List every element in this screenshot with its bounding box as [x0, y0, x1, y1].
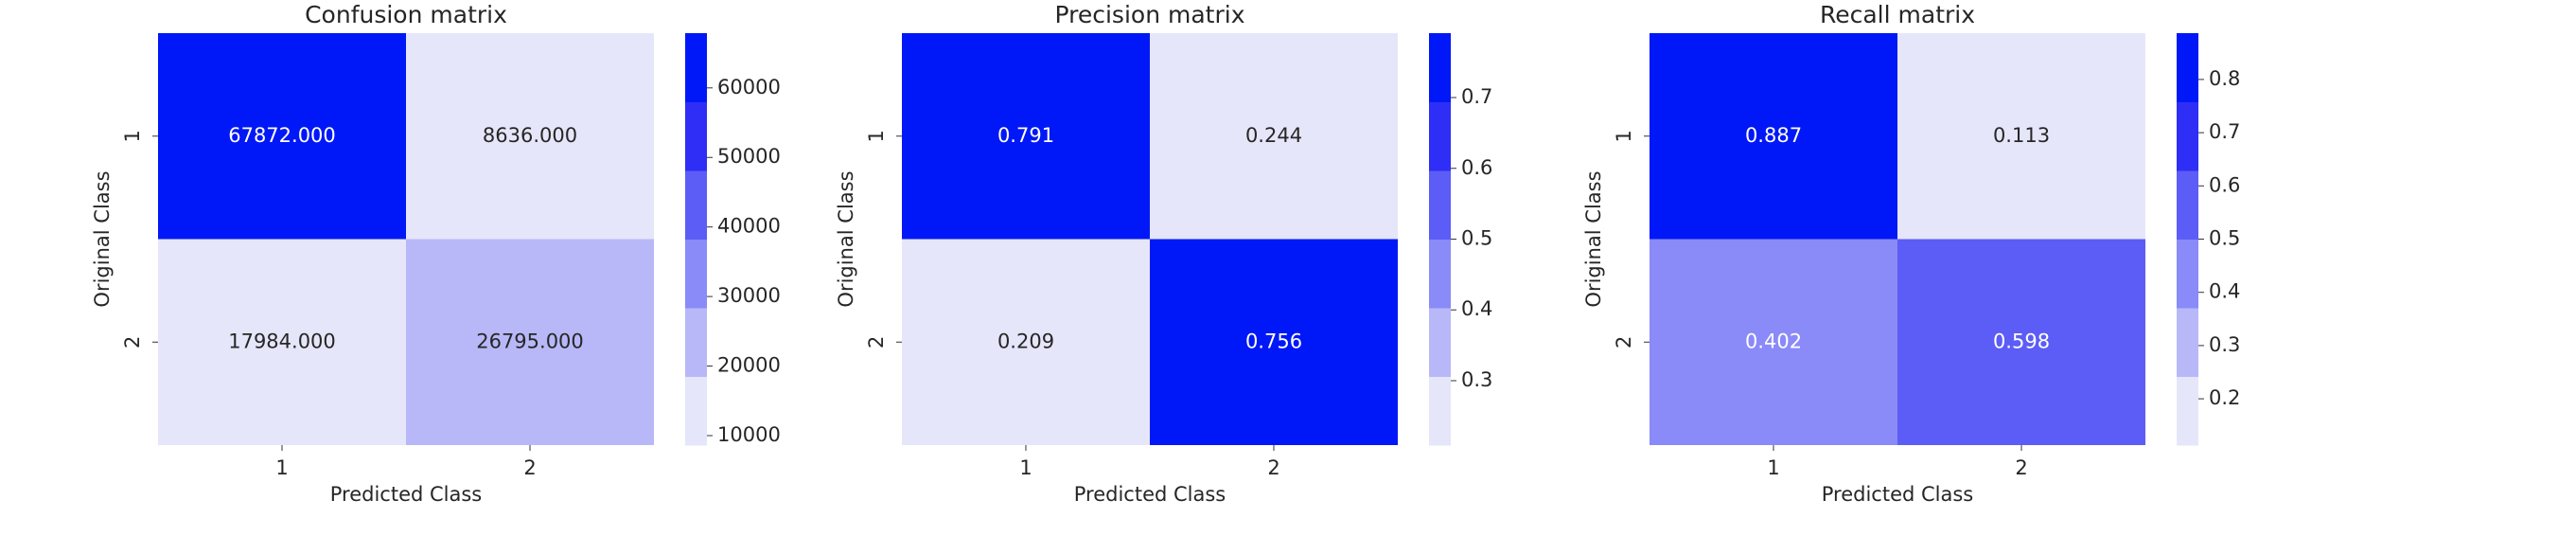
colorbar-tick-label: 20000 — [717, 354, 781, 377]
colorbar-tick-label: 0.7 — [2209, 120, 2240, 143]
colorbar-tick-label: 30000 — [717, 284, 781, 307]
colorbar-segment — [2177, 101, 2198, 171]
x-tick-label: 1 — [1767, 456, 1779, 479]
colorbar-segment — [2177, 170, 2198, 240]
chart-title: Recall matrix — [1820, 1, 1975, 28]
y-axis-label: Original Class — [1582, 170, 1605, 307]
heatmap-cell — [902, 239, 1150, 445]
cell-label: 17984.000 — [228, 330, 336, 352]
colorbar-tick-label: 0.3 — [2209, 333, 2240, 356]
heatmap-cell — [1650, 33, 1897, 240]
colorbar-tick-label: 60000 — [717, 76, 781, 98]
cell-label: 8636.000 — [483, 124, 577, 147]
cell-label: 0.402 — [1745, 330, 1802, 352]
colorbar-tick-label: 0.6 — [2209, 173, 2240, 196]
colorbar-tick-label: 50000 — [717, 145, 781, 168]
cell-label: 0.598 — [1993, 330, 2050, 352]
cell-label: 67872.000 — [228, 124, 336, 147]
y-axis-label: Original Class — [91, 170, 114, 307]
heatmap-cell — [158, 33, 406, 240]
cell-label: 0.887 — [1745, 124, 1802, 147]
colorbar-segment — [685, 33, 707, 102]
colorbar-segment — [685, 170, 707, 240]
heatmap-cell — [1150, 33, 1398, 240]
heatmap-cell — [1897, 239, 2145, 445]
colorbar-segment — [1429, 308, 1451, 377]
colorbar-segment — [685, 308, 707, 377]
colorbar-tick-label: 0.8 — [2209, 67, 2240, 90]
heatmap-cell — [406, 239, 654, 445]
x-axis-label: Predicted Class — [330, 483, 483, 506]
heatmap-cell — [1150, 239, 1398, 445]
colorbar-tick-label: 0.5 — [2209, 227, 2240, 250]
colorbar-tick-label: 0.2 — [2209, 386, 2240, 409]
y-tick-label: 1 — [121, 130, 144, 142]
heatmap-cell — [406, 33, 654, 240]
colorbar-tick-label: 0.4 — [2209, 280, 2240, 303]
colorbar-segment — [685, 239, 707, 309]
colorbar-segment — [1429, 376, 1451, 446]
colorbar-segment — [685, 376, 707, 446]
cell-label: 26795.000 — [476, 330, 584, 352]
heatmap-cell — [1897, 33, 2145, 240]
cell-label: 0.209 — [997, 330, 1054, 352]
colorbar-tick-label: 0.7 — [1461, 85, 1492, 108]
colorbar-segment — [2177, 33, 2198, 102]
cell-label: 0.244 — [1245, 124, 1302, 147]
x-tick-label: 2 — [523, 456, 536, 479]
colorbar-segment — [685, 101, 707, 171]
x-tick-label: 1 — [1019, 456, 1032, 479]
x-axis-label: Predicted Class — [1074, 483, 1226, 506]
y-tick-label: 1 — [865, 130, 888, 142]
colorbar-tick-label: 0.3 — [1461, 368, 1492, 391]
cell-label: 0.113 — [1993, 124, 2050, 147]
chart-title: Precision matrix — [1055, 1, 1245, 28]
colorbar-segment — [2177, 308, 2198, 377]
heatmap-cell — [1650, 239, 1897, 445]
y-tick-label: 2 — [121, 336, 144, 348]
y-axis-label: Original Class — [835, 170, 857, 307]
colorbar-segment — [2177, 239, 2198, 309]
colorbar-tick-label: 10000 — [717, 423, 781, 446]
colorbar-segment — [1429, 239, 1451, 309]
heatmap-cell — [902, 33, 1150, 240]
colorbar-segment — [2177, 376, 2198, 446]
cell-label: 0.756 — [1245, 330, 1302, 352]
y-tick-label: 2 — [1613, 336, 1635, 348]
colorbar-tick-label: 0.6 — [1461, 156, 1492, 179]
colorbar-tick-label: 40000 — [717, 215, 781, 238]
heatmap-cell — [158, 239, 406, 445]
colorbar-tick-label: 0.4 — [1461, 297, 1492, 320]
x-tick-label: 1 — [275, 456, 288, 479]
colorbar-tick-label: 0.5 — [1461, 227, 1492, 250]
x-tick-label: 2 — [1267, 456, 1279, 479]
colorbar-segment — [1429, 33, 1451, 102]
colorbar-segment — [1429, 170, 1451, 240]
x-tick-label: 2 — [2015, 456, 2027, 479]
y-tick-label: 1 — [1613, 130, 1635, 142]
x-axis-label: Predicted Class — [1822, 483, 1974, 506]
cell-label: 0.791 — [997, 124, 1054, 147]
chart-title: Confusion matrix — [305, 1, 507, 28]
colorbar-segment — [1429, 101, 1451, 171]
y-tick-label: 2 — [865, 336, 888, 348]
